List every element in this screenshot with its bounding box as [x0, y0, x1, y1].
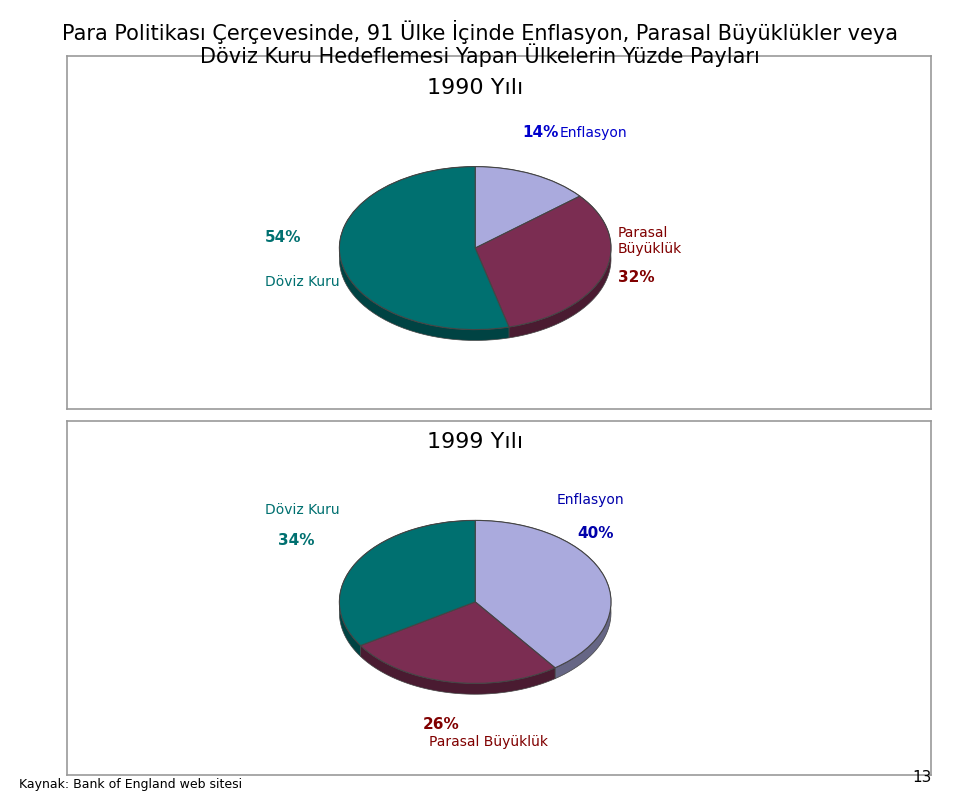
- Text: 40%: 40%: [577, 526, 613, 541]
- Text: Enflasyon: Enflasyon: [557, 493, 624, 507]
- Wedge shape: [340, 521, 475, 646]
- Text: 34%: 34%: [278, 533, 315, 549]
- Polygon shape: [340, 167, 509, 340]
- Text: 13: 13: [912, 770, 931, 785]
- Text: Parasal Büyüklük: Parasal Büyüklük: [429, 735, 548, 749]
- Wedge shape: [475, 167, 580, 248]
- Text: Enflasyon: Enflasyon: [560, 126, 627, 140]
- Wedge shape: [475, 196, 611, 327]
- Wedge shape: [361, 602, 555, 684]
- Wedge shape: [475, 521, 611, 668]
- Text: 54%: 54%: [265, 230, 301, 245]
- Text: Para Politikası Çerçevesinde, 91 Ülke İçinde Enflasyon, Parasal Büyüklükler veya: Para Politikası Çerçevesinde, 91 Ülke İç…: [62, 20, 898, 44]
- Polygon shape: [509, 196, 611, 338]
- Text: 32%: 32%: [618, 270, 655, 285]
- Polygon shape: [475, 521, 611, 679]
- Text: Kaynak: Bank of England web sitesi: Kaynak: Bank of England web sitesi: [19, 778, 242, 791]
- Polygon shape: [340, 521, 475, 657]
- Text: 1990 Yılı: 1990 Yılı: [427, 79, 523, 99]
- Text: Parasal
Büyüklük: Parasal Büyüklük: [618, 227, 682, 257]
- Text: Döviz Kuru: Döviz Kuru: [265, 275, 339, 289]
- Text: 1999 Yılı: 1999 Yılı: [427, 432, 523, 452]
- Text: Döviz Kuru: Döviz Kuru: [265, 502, 339, 517]
- Polygon shape: [475, 167, 580, 207]
- Wedge shape: [340, 167, 509, 330]
- Text: Döviz Kuru Hedeflemesi Yapan Ülkelerin Yüzde Payları: Döviz Kuru Hedeflemesi Yapan Ülkelerin Y…: [200, 44, 760, 68]
- Text: 14%: 14%: [523, 125, 559, 140]
- Text: 26%: 26%: [422, 717, 460, 732]
- Polygon shape: [361, 646, 555, 694]
